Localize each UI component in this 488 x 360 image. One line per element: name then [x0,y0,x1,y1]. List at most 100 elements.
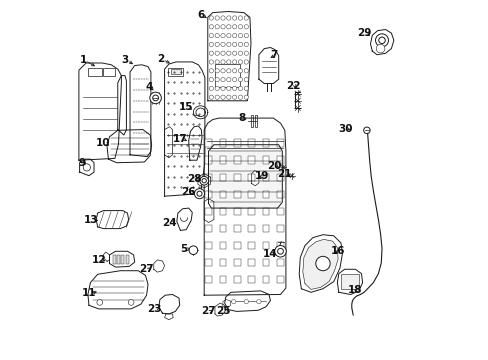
Bar [234,225,240,232]
Polygon shape [109,251,134,267]
Circle shape [215,86,219,91]
Text: 10: 10 [96,138,110,148]
Circle shape [238,33,242,38]
Circle shape [209,86,213,91]
Circle shape [231,300,235,304]
Circle shape [238,60,242,64]
Text: 28: 28 [186,174,201,184]
Text: 7: 7 [270,50,277,60]
Polygon shape [153,260,164,272]
Bar [277,174,283,181]
Bar [234,191,240,198]
Circle shape [209,24,213,29]
Circle shape [315,256,329,271]
Circle shape [226,24,230,29]
Polygon shape [118,76,126,135]
Bar [263,208,269,215]
Bar [205,156,211,164]
Bar [88,68,102,76]
Polygon shape [164,62,204,196]
Polygon shape [159,294,179,314]
Circle shape [128,300,134,305]
Circle shape [232,95,236,99]
Circle shape [238,69,242,73]
Bar [263,225,269,232]
Circle shape [375,34,387,47]
Circle shape [226,16,230,20]
Circle shape [232,51,236,55]
Text: 18: 18 [347,285,362,295]
Polygon shape [208,145,282,208]
Text: 16: 16 [330,246,345,256]
Bar [234,208,240,215]
Text: 1: 1 [80,55,87,66]
Bar [263,191,269,198]
Polygon shape [79,63,121,160]
Polygon shape [177,208,192,230]
Circle shape [149,92,161,104]
Text: 2: 2 [157,54,164,64]
Bar [219,259,225,266]
Text: 6: 6 [197,10,204,20]
Circle shape [221,95,224,99]
Circle shape [209,51,213,55]
Circle shape [221,51,224,55]
Circle shape [244,300,248,304]
Circle shape [221,42,224,46]
Circle shape [215,16,219,20]
Circle shape [232,69,236,73]
Circle shape [244,24,248,29]
Circle shape [221,60,224,64]
Bar [248,174,254,181]
Text: 4: 4 [145,82,152,92]
Bar [248,242,254,249]
Bar [277,225,283,232]
Bar [248,139,254,147]
Circle shape [200,176,208,185]
Bar [234,174,240,181]
Circle shape [226,42,230,46]
Circle shape [274,246,285,257]
Bar [277,276,283,283]
Circle shape [238,42,242,46]
Bar [263,242,269,249]
Bar [219,156,225,164]
Circle shape [221,77,224,82]
Circle shape [232,86,236,91]
Circle shape [232,24,236,29]
Circle shape [244,60,248,64]
Bar [121,255,124,264]
Bar [234,276,240,283]
Bar [205,225,211,232]
Text: 27: 27 [139,264,154,274]
Bar [277,156,283,164]
Circle shape [226,60,230,64]
Circle shape [375,44,384,53]
Bar [205,259,211,266]
Circle shape [215,42,219,46]
Polygon shape [223,300,230,308]
Polygon shape [337,269,362,294]
Circle shape [215,24,219,29]
Circle shape [197,191,202,196]
Polygon shape [302,239,337,289]
Bar [205,208,211,215]
Polygon shape [204,118,285,295]
Circle shape [221,24,224,29]
Bar [117,255,120,264]
Circle shape [215,33,219,38]
Circle shape [83,164,90,171]
Text: 24: 24 [162,218,177,228]
Bar [254,115,256,127]
Bar [219,225,225,232]
Bar [277,259,283,266]
Circle shape [232,60,236,64]
Polygon shape [164,314,173,320]
Circle shape [244,95,248,99]
Polygon shape [198,174,210,188]
Text: 25: 25 [216,306,230,316]
Circle shape [238,24,242,29]
Circle shape [244,16,248,20]
Text: 26: 26 [181,186,196,197]
Polygon shape [204,199,213,222]
